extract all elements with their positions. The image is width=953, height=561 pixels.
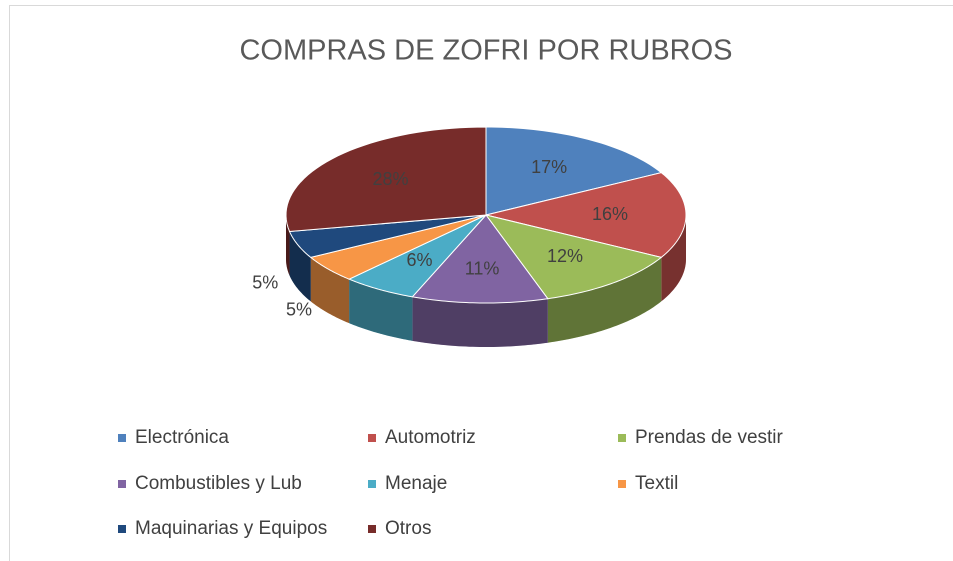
slice-side — [289, 231, 311, 302]
slice — [484, 214, 663, 300]
data-label: 11% — [465, 258, 500, 278]
slice — [411, 214, 549, 304]
slice-side-shade — [310, 257, 350, 324]
data-label: 28% — [372, 169, 408, 189]
slice — [309, 214, 487, 280]
legend-label: Menaje — [385, 473, 447, 494]
legend-label: Otros — [385, 518, 431, 539]
legend-swatch — [118, 525, 126, 533]
slice-side-shade — [547, 257, 662, 343]
slice-side-shade — [349, 279, 413, 341]
data-label: 6% — [407, 250, 433, 270]
slice-side-shade — [289, 231, 311, 302]
slice-side — [349, 279, 413, 341]
slice-side-shade — [412, 296, 548, 347]
legend-label: Prendas de vestir — [635, 427, 784, 448]
slice-side — [547, 257, 662, 343]
legend-label: Electrónica — [135, 427, 229, 448]
legend-swatch — [368, 434, 376, 442]
slice — [288, 214, 487, 258]
slice-side — [661, 215, 686, 302]
slice — [347, 214, 487, 298]
data-label: 5% — [252, 272, 278, 292]
slice-side — [412, 296, 548, 347]
data-label: 17% — [531, 157, 567, 177]
slice — [485, 172, 687, 258]
slice-side-shade — [661, 215, 686, 302]
pie: 17% 16% 12% 11% 6% 5% 5% 28% — [252, 126, 687, 347]
legend-label: Maquinarias y Equipos — [135, 518, 327, 539]
slice — [285, 126, 487, 233]
legend-swatch — [368, 525, 376, 533]
legend-swatch — [618, 480, 626, 488]
data-label: 12% — [547, 246, 583, 266]
legend-swatch — [118, 480, 126, 488]
data-label: 5% — [286, 299, 312, 319]
legend-label: Textil — [635, 473, 678, 494]
legend: Electrónica Automotriz Prendas de vestir Co… — [118, 427, 784, 539]
slice — [485, 126, 663, 216]
legend-label: Automotriz — [385, 427, 476, 448]
legend-swatch — [368, 480, 376, 488]
legend-swatch — [118, 434, 126, 442]
legend-swatch — [618, 434, 626, 442]
data-label: 16% — [592, 204, 628, 224]
chart-title: COMPRAS DE ZOFRI POR RUBROS — [239, 35, 732, 67]
legend-label: Combustibles y Lub — [135, 473, 302, 494]
slice-side — [310, 257, 350, 324]
